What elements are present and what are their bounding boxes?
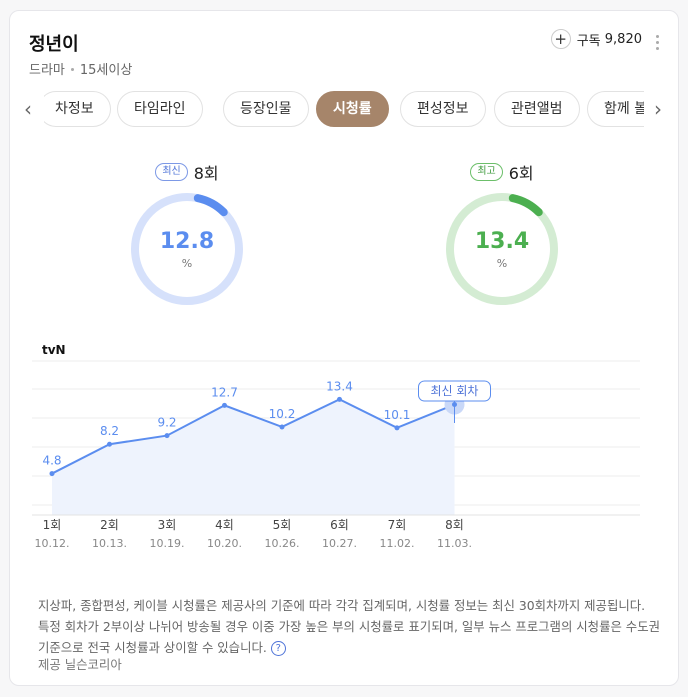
x-tick-episode-3: 3회 xyxy=(158,518,177,532)
x-tick-episode-2: 2회 xyxy=(100,518,119,532)
subscribe-button[interactable]: + 구독 9,820 xyxy=(550,29,642,49)
latest-rating-stat: 최신 8회 12.8 % xyxy=(87,161,287,307)
separator-dot xyxy=(70,68,74,71)
chevron-left-icon[interactable]: ‹ xyxy=(24,97,32,121)
age-rating: 15세이상 xyxy=(79,63,133,78)
data-label-4: 12.7 xyxy=(211,385,238,399)
show-meta: 드라마 15세이상 xyxy=(29,59,132,78)
data-label-1: 4.8 xyxy=(42,454,61,468)
x-tick-episode-8: 8회 xyxy=(445,518,464,532)
best-episode: 6회 xyxy=(508,164,534,183)
ratings-line xyxy=(51,398,455,475)
x-tick-date-4: 10.20. xyxy=(207,537,242,550)
data-label-3: 9.2 xyxy=(157,416,176,430)
annotation-text: 최신 회차 xyxy=(431,384,479,398)
tab-4[interactable]: 편성정보 xyxy=(400,91,486,127)
data-point-3[interactable] xyxy=(164,433,170,439)
plus-icon: + xyxy=(550,29,571,49)
latest-rating-value: 12.8 xyxy=(159,229,215,254)
x-tick-episode-5: 5회 xyxy=(273,518,292,532)
tab-5[interactable]: 관련앨범 xyxy=(494,91,580,127)
x-tick-date-3: 10.19. xyxy=(150,537,185,550)
x-tick-date-5: 10.26. xyxy=(265,537,300,550)
data-provider: 제공 닐슨코리아 xyxy=(38,657,122,672)
best-rating-value: 13.4 xyxy=(474,229,530,254)
chevron-right-icon[interactable]: › xyxy=(654,97,662,121)
best-rating-ring: 13.4 % xyxy=(444,191,560,307)
data-point-1[interactable] xyxy=(49,471,55,477)
latest-rating-unit: % xyxy=(181,257,193,270)
channel-label: tvN xyxy=(42,343,66,357)
tab-bar: ‹ 차정보 타임라인 등장인물 시청률 편성정보 관련앨범 함께 볼 › xyxy=(10,91,678,127)
x-tick-episode-7: 7회 xyxy=(388,518,407,532)
x-tick-date-6: 10.27. xyxy=(322,537,357,550)
data-label-2: 8.2 xyxy=(100,424,119,438)
tab-0[interactable]: 차정보 xyxy=(44,91,111,127)
data-label-5: 10.2 xyxy=(269,407,296,421)
footnote: 지상파, 종합편성, 케이블 시청률은 제공사의 기준에 따라 각각 집계되며,… xyxy=(38,595,670,658)
page-title[interactable]: 정년이 xyxy=(29,34,79,55)
tab-list: 차정보 타임라인 등장인물 시청률 편성정보 관련앨범 함께 볼 xyxy=(44,91,644,127)
subscriber-count: 9,820 xyxy=(604,31,642,47)
tab-6[interactable]: 함께 볼 xyxy=(587,91,644,127)
tab-2[interactable]: 등장인물 xyxy=(223,91,309,127)
data-point-4[interactable] xyxy=(222,402,227,408)
data-label-6: 13.4 xyxy=(326,379,353,393)
tab-1[interactable]: 타임라인 xyxy=(117,91,203,127)
x-tick-date-7: 11.02. xyxy=(380,537,415,550)
subscribe-label: 구독 xyxy=(576,33,601,49)
x-tick-episode-6: 6회 xyxy=(330,518,349,532)
latest-badge: 최신 xyxy=(155,163,188,181)
x-tick-episode-1: 1회 xyxy=(43,518,62,532)
data-point-7[interactable] xyxy=(394,425,400,431)
latest-episode-annotation: 최신 회차 xyxy=(418,380,491,402)
data-point-8[interactable] xyxy=(452,402,457,408)
ratings-area xyxy=(52,399,455,515)
data-point-6[interactable] xyxy=(337,396,342,402)
genre-label: 드라마 xyxy=(29,63,65,78)
x-tick-date-2: 10.13. xyxy=(92,537,127,550)
best-rating-stat: 최고 6회 13.4 % xyxy=(402,161,602,307)
ratings-card: 정년이 드라마 15세이상 + 구독 9,820 ‹ 차정보 타임라인 등장인물 시청률… xyxy=(9,10,679,686)
tab-3[interactable]: 시청률 xyxy=(316,91,389,127)
latest-episode: 8회 xyxy=(193,164,219,183)
data-label-7: 10.1 xyxy=(384,408,411,422)
x-tick-date-8: 11.03. xyxy=(437,537,472,550)
more-options-icon[interactable] xyxy=(656,35,660,53)
x-tick-date-1: 10.12. xyxy=(35,537,70,550)
help-icon[interactable]: ? xyxy=(270,641,286,656)
data-point-5[interactable] xyxy=(279,424,285,430)
data-point-2[interactable] xyxy=(107,441,112,447)
footnote-text: 지상파, 종합편성, 케이블 시청률은 제공사의 기준에 따라 각각 집계되며,… xyxy=(38,598,661,655)
best-badge: 최고 xyxy=(470,163,503,181)
best-rating-unit: % xyxy=(496,257,508,270)
latest-rating-ring: 12.8 % xyxy=(129,191,245,307)
x-tick-episode-4: 4회 xyxy=(215,518,234,532)
ratings-chart: 4.8 1회 10.12. 8.2 2회 10.13. 9.2 3회 10.19. 12.7 4회 1… xyxy=(32,360,640,550)
